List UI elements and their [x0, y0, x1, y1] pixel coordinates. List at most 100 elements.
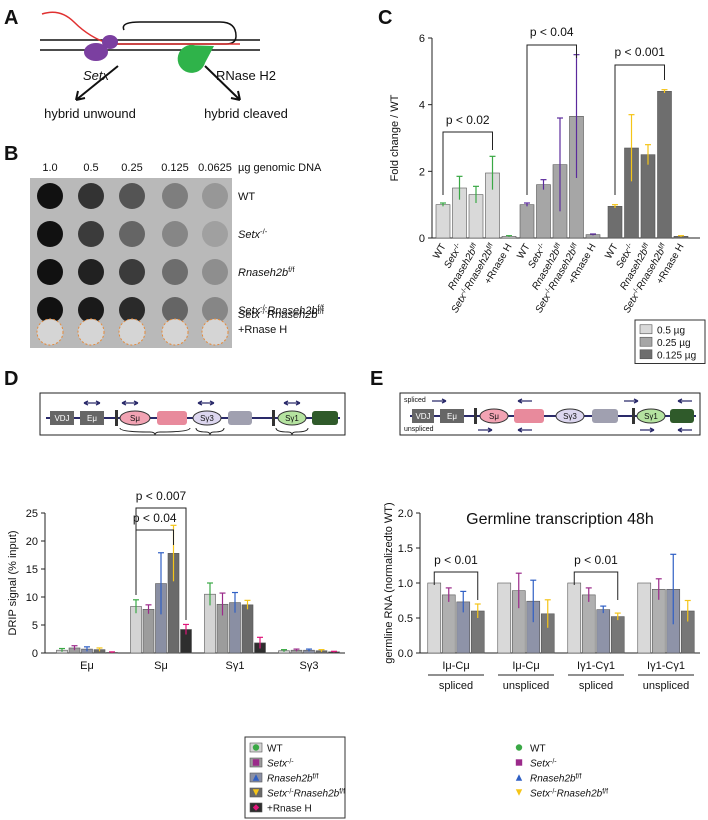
text-part: p < 0.007 — [136, 489, 187, 503]
setx-shape — [84, 43, 108, 61]
y-tick-label: 0 — [419, 233, 425, 245]
x-subcategory-label: unspliced — [503, 680, 549, 692]
significance-bracket — [433, 571, 479, 600]
text-part: Sγ1 — [285, 414, 299, 423]
text-part: B — [4, 143, 18, 165]
text-part: D — [4, 368, 18, 390]
panel-letter: A — [4, 7, 18, 29]
text-part: unspliced — [404, 426, 434, 433]
text-part: p < 0.04 — [530, 25, 574, 39]
panel-b: B µg genomic DNA 1.0 0.5 0.25 0.125 0.0625 WT… — [4, 143, 325, 348]
bar — [142, 609, 155, 654]
text-part: -/- — [543, 286, 553, 296]
diagram-label: Eμ — [87, 414, 97, 423]
text-part: Rnaseh2b — [238, 267, 288, 279]
gene-segment — [228, 411, 252, 425]
y-tick-label: 25 — [26, 508, 38, 520]
enzyme-label: RNase H2 — [216, 68, 276, 83]
outcome-label: hybrid cleaved — [204, 106, 288, 121]
text-part: f/f — [317, 307, 324, 316]
text-part: f/f — [553, 242, 562, 251]
primer-arrows — [83, 400, 301, 406]
significance-bracket — [573, 571, 619, 600]
gene-segment — [670, 409, 694, 423]
text-part: 0.0 — [398, 648, 413, 660]
p-value: p < 0.001 — [615, 45, 666, 59]
significance-bracket — [135, 507, 187, 620]
text-part: +Rnase H — [238, 324, 287, 336]
text-part: Setx — [238, 305, 261, 317]
diagram-box — [39, 392, 346, 436]
dna-strands — [40, 39, 260, 51]
diagram-label: Eμ — [447, 412, 457, 421]
y-tick-label: 2.0 — [398, 508, 413, 520]
text-part: spliced — [439, 680, 473, 692]
text-part: -/- — [631, 286, 641, 296]
gene-segment — [50, 411, 74, 425]
gene-segment — [80, 411, 104, 425]
blot-dot — [37, 221, 63, 247]
text-part: Setx — [530, 789, 551, 800]
x-tick-label: Sμ — [154, 660, 168, 672]
marker — [515, 774, 523, 781]
blot-dot — [162, 259, 188, 285]
y-tick-label: 0.0 — [398, 648, 413, 660]
text-part: -/- — [287, 758, 294, 765]
blot-dot — [78, 221, 104, 247]
text-part: f/f — [469, 242, 478, 251]
blot-dot — [202, 183, 228, 209]
marker — [252, 789, 260, 796]
text-part: f/f — [288, 265, 295, 274]
text-part: A — [4, 7, 18, 29]
text-part: Setx — [267, 789, 288, 800]
text-part: -/- — [624, 241, 634, 251]
x-tick-label: Sγ3 — [300, 660, 319, 672]
text-part: Sγ3 — [563, 412, 577, 421]
text-part: hybrid unwound — [44, 106, 136, 121]
diagram-box — [399, 392, 701, 436]
text-part: spliced — [579, 680, 613, 692]
text-part: RNase H2 — [216, 68, 276, 83]
text-part: Iμ-Cμ — [442, 660, 469, 672]
text-part: -/- — [260, 307, 268, 316]
text-part: WT — [530, 744, 546, 755]
text-part: Setx — [450, 291, 470, 315]
text-part: f/f — [485, 242, 494, 251]
gene-segment — [474, 408, 477, 424]
blot-dot — [119, 221, 145, 247]
blot-dot — [37, 183, 63, 209]
text-part: Setx — [238, 309, 261, 321]
marker — [515, 759, 523, 766]
diagram-label: spliced — [404, 397, 426, 404]
text-part: f/f — [569, 242, 578, 251]
y-tick-label: 2 — [419, 166, 425, 178]
significance-bracket — [614, 64, 665, 195]
gene-segment — [632, 408, 635, 424]
text-part: Setx — [534, 291, 554, 315]
diagram-label: Sγ1 — [644, 412, 658, 421]
panel-a: A Setx RNase H2 hybrid unwound hybrid cl… — [4, 7, 288, 121]
text-part: 25 — [26, 508, 38, 520]
text-part: spliced — [404, 397, 426, 404]
text-part: 20 — [26, 536, 38, 548]
panel-letter: D — [4, 368, 18, 390]
gene-segment — [514, 409, 544, 423]
text-part: -/- — [260, 303, 268, 312]
text-part: E — [370, 368, 383, 390]
text-part: Setx — [238, 229, 261, 241]
text-part: Eμ — [447, 412, 457, 421]
blot-dot — [162, 183, 188, 209]
row-label: WT — [238, 191, 255, 203]
legend-label: Setx-/- — [530, 758, 557, 770]
bar — [497, 582, 512, 654]
blot-dot — [162, 221, 188, 247]
blot-dot — [78, 297, 104, 323]
x-subcategory-label: unspliced — [643, 680, 689, 692]
significance-bracket — [442, 131, 493, 195]
text-part: f/f — [317, 303, 324, 312]
column-label: 0.5 — [83, 162, 98, 174]
blot-dot — [162, 297, 188, 323]
switch-region — [479, 408, 509, 424]
text-part: Germline transcription 48h — [466, 511, 654, 528]
text-part: 0 — [419, 233, 425, 245]
